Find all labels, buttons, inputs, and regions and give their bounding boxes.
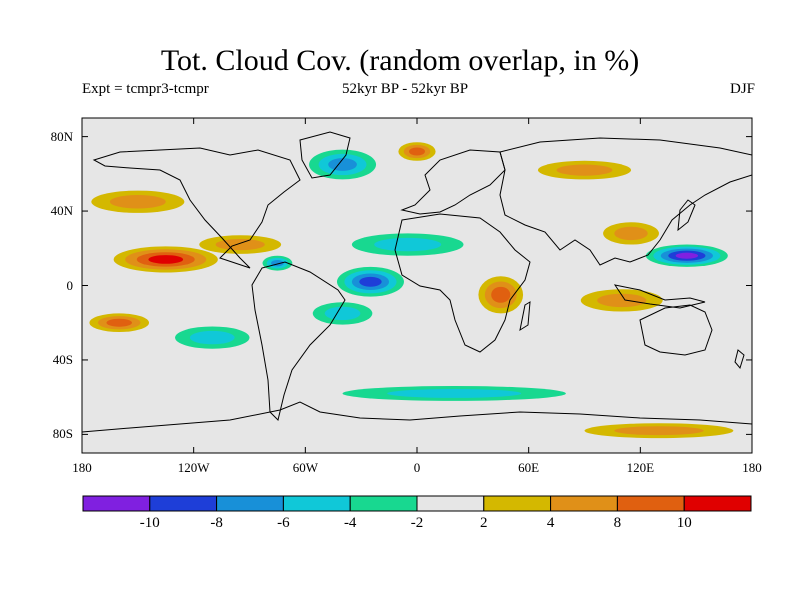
coast-japan <box>677 199 696 232</box>
anomaly-east-africa <box>478 276 524 314</box>
anomaly-southern-ocean-band <box>342 386 566 401</box>
colorbar-swatch <box>683 495 752 512</box>
anomaly-gulf-of-mexico <box>199 235 282 254</box>
lat-tick-label: 40S <box>52 351 73 367</box>
colorbar-label: 10 <box>676 515 692 531</box>
anomaly-contour <box>148 255 184 264</box>
anomaly-east-china-sea <box>603 222 659 245</box>
map-background <box>82 118 752 453</box>
colorbar-label: 4 <box>546 515 555 531</box>
anomaly-west-pacific-low <box>645 244 728 267</box>
period-label: 52kyr BP - 52kyr BP <box>342 81 469 97</box>
anomaly-contour <box>675 252 699 259</box>
colorbar-swatch <box>216 495 284 512</box>
anomaly-subtropical-north-pacific <box>113 246 218 273</box>
coast-antarctica <box>82 401 752 433</box>
lon-tick-label: 120E <box>626 460 655 475</box>
anomaly-contour <box>409 147 425 156</box>
colorbar-label: -8 <box>210 515 223 531</box>
lat-tick-label: 40N <box>50 203 73 219</box>
lon-tick-label: 60E <box>518 460 540 475</box>
colorbar-label: -6 <box>277 515 290 531</box>
anomaly-contour <box>215 238 265 251</box>
anomaly-tropical-atlantic-low <box>336 266 404 297</box>
anomaly-contour <box>614 226 648 241</box>
anomaly-contour <box>597 293 647 308</box>
anomaly-contour <box>109 195 166 209</box>
anomaly-contour <box>189 330 235 345</box>
lon-tick-label: 180 <box>742 460 762 475</box>
coast-madagascar <box>519 301 531 332</box>
coast-north-america <box>92 147 301 269</box>
axis-ticks <box>81 118 753 453</box>
coast-asia <box>499 137 752 266</box>
coast-indonesia <box>613 284 706 309</box>
anomaly-south-pacific-east <box>89 313 149 333</box>
colorbar-swatch <box>550 495 618 512</box>
anomaly-north-atlantic-high <box>309 149 377 180</box>
lat-tick-label: 80S <box>52 426 73 442</box>
coast-africa <box>394 213 531 353</box>
colorbar-label: 2 <box>480 515 488 531</box>
colorbar-label: 8 <box>613 515 622 531</box>
colorbar-swatch <box>349 495 418 512</box>
lat-tick-label: 0 <box>66 277 74 293</box>
lon-tick-label: 180 <box>72 460 92 475</box>
colorbar-swatch <box>416 495 485 512</box>
lon-tick-label: 60W <box>292 460 318 475</box>
anomaly-scandinavia <box>398 142 436 161</box>
lat-tick-label: 80N <box>50 128 73 144</box>
colorbar-swatch <box>82 495 151 512</box>
colorbar-swatch <box>282 495 351 512</box>
anomaly-contour <box>324 306 361 321</box>
anomaly-contour <box>359 276 382 287</box>
anomaly-contour <box>556 164 613 176</box>
anomaly-north-pacific-mid <box>91 190 185 213</box>
anomaly-central-atlantic-band <box>351 233 464 256</box>
anomaly-siberia <box>537 160 632 180</box>
colorbar-swatch <box>149 495 218 512</box>
anomaly-contour <box>374 237 442 252</box>
colorbar-label: -4 <box>343 515 357 531</box>
coast-greenland <box>299 131 351 179</box>
colorbar-swatch <box>616 495 685 512</box>
anomaly-south-atlantic <box>312 302 373 325</box>
anomaly-layer <box>89 142 734 439</box>
coastlines <box>82 131 752 433</box>
lon-tick-label: 0 <box>413 460 421 475</box>
anomaly-southern-ocean-east <box>584 423 734 439</box>
season-label: DJF <box>729 81 755 97</box>
lon-tick-label: 120W <box>177 460 210 475</box>
plot-title: Tot. Cloud Cov. (random overlap, in %) <box>160 44 640 77</box>
anomaly-contour <box>491 286 511 303</box>
colorbar-label: -10 <box>139 515 160 531</box>
colorbar <box>82 495 752 512</box>
coast-new-zealand <box>734 349 745 370</box>
experiment-label: Expt = tcmpr3-tcmpr <box>82 81 209 97</box>
colorbar-label: -2 <box>410 515 424 531</box>
anomaly-maritime-continent <box>580 289 663 312</box>
anomaly-south-pacific-west <box>175 326 250 349</box>
anomaly-contour <box>106 318 132 327</box>
coast-south-america <box>251 261 346 421</box>
anomaly-contour <box>614 426 704 436</box>
coast-australia <box>639 304 713 356</box>
colorbar-swatch <box>483 495 552 512</box>
anomaly-contour <box>387 388 522 398</box>
